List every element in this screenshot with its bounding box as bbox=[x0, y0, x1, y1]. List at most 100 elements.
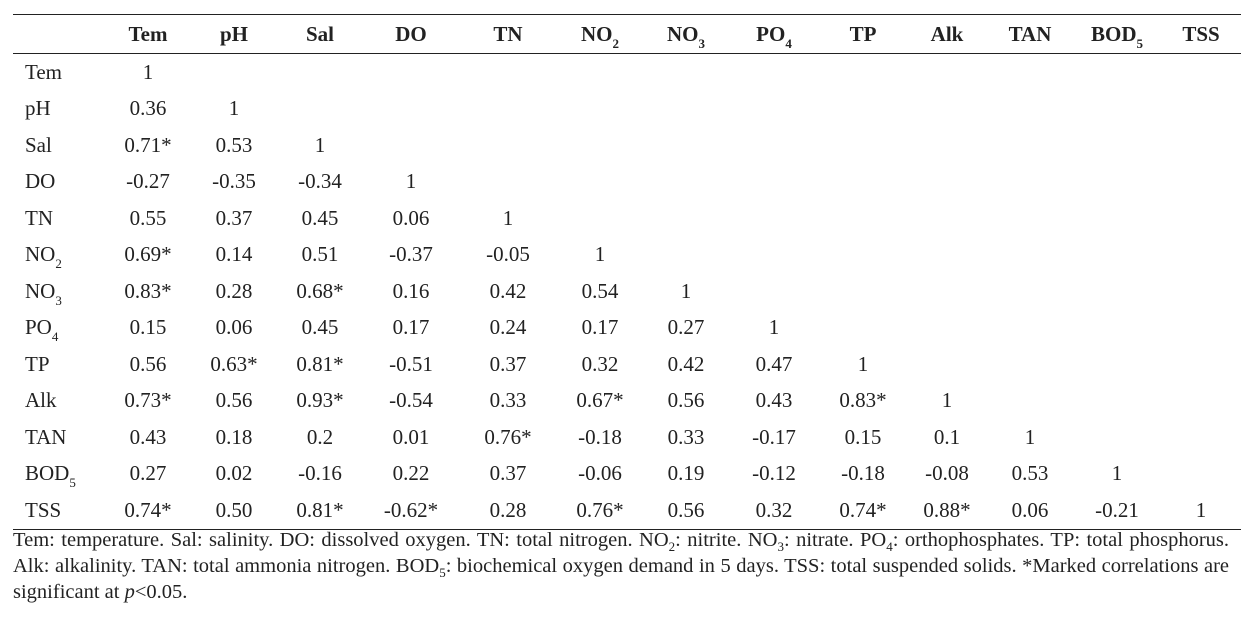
table-cell bbox=[1073, 91, 1161, 128]
footnote-text: : biochemical oxygen demand in 5 days. T… bbox=[13, 555, 1229, 603]
correlation-table: Tem pH Sal DO TN NO2 NO3 PO4 TP Alk TAN BOD5 TSS Tem… bbox=[13, 14, 1241, 530]
table-cell: 0.63* bbox=[210, 351, 258, 376]
table-cell bbox=[1161, 200, 1241, 237]
row-label-text: TAN bbox=[25, 424, 67, 449]
table-cell: 1 bbox=[941, 388, 953, 413]
table-cell: 0.02 bbox=[215, 461, 253, 486]
table-cell: 0.51 bbox=[301, 242, 339, 267]
table-cell bbox=[1161, 273, 1241, 310]
table-cell: 0.37 bbox=[215, 205, 253, 230]
table-cell: 0.53 bbox=[215, 132, 253, 157]
table-cell bbox=[1161, 237, 1241, 274]
table-body: Tem 1 pH 0.36 1 Sal 0.71* 0.53 1 DO -0.27 -0.35 -0.3… bbox=[13, 54, 1241, 529]
row-label-text: PO bbox=[25, 315, 52, 340]
column-header-label: TSS bbox=[1182, 21, 1220, 46]
table-cell bbox=[459, 54, 557, 91]
table-cell: 0.27 bbox=[667, 315, 705, 340]
table-cell bbox=[643, 91, 729, 128]
table-cell: 0.88* bbox=[923, 497, 971, 522]
table-cell: 0.28 bbox=[215, 278, 253, 303]
table-cell: 0.56 bbox=[667, 388, 705, 413]
table-cell bbox=[459, 127, 557, 164]
row-label: TN bbox=[13, 200, 105, 237]
table-cell bbox=[643, 54, 729, 91]
table-cell bbox=[459, 164, 557, 201]
table-cell: 1 bbox=[768, 315, 780, 340]
row-label-subscript: 4 bbox=[51, 329, 59, 345]
table-cell: -0.06 bbox=[578, 461, 622, 486]
table-cell bbox=[1073, 127, 1161, 164]
table-cell: -0.16 bbox=[298, 461, 342, 486]
table-cell: -0.17 bbox=[752, 424, 796, 449]
table-cell: 0.42 bbox=[489, 278, 527, 303]
table-cell bbox=[819, 91, 907, 128]
row-label-subscript: 3 bbox=[55, 292, 62, 308]
row-label: Alk bbox=[13, 383, 105, 420]
table-cell bbox=[987, 91, 1073, 128]
table-cell: 0.50 bbox=[215, 497, 253, 522]
footnote-italic-p: p bbox=[124, 581, 135, 603]
table-row: NO3 0.83* 0.28 0.68* 0.16 0.42 0.54 1 bbox=[13, 273, 1241, 310]
table-cell: 0.17 bbox=[392, 315, 430, 340]
footnote-text: Tem: temperature. Sal: salinity. DO: dis… bbox=[13, 529, 669, 551]
column-header-label: TN bbox=[493, 21, 523, 46]
table-cell: 0.69* bbox=[124, 242, 172, 267]
table-cell bbox=[987, 127, 1073, 164]
footnote-subscript: 4 bbox=[886, 539, 893, 555]
row-label-text: TSS bbox=[25, 497, 62, 522]
column-header-label: Alk bbox=[930, 21, 964, 46]
row-label: PO4 bbox=[13, 310, 105, 347]
column-header-label: Sal bbox=[305, 21, 334, 46]
column-header-label: pH bbox=[219, 21, 248, 46]
table-cell: 1 bbox=[502, 205, 514, 230]
column-header-subscript: 5 bbox=[1136, 35, 1144, 51]
table-cell: 0.74* bbox=[124, 497, 172, 522]
footnote-subscript: 3 bbox=[777, 539, 784, 555]
header-corner-cell bbox=[13, 15, 105, 54]
table-cell: -0.34 bbox=[298, 169, 342, 194]
table-cell bbox=[1161, 91, 1241, 128]
table-cell bbox=[277, 91, 363, 128]
table-cell: 0.81* bbox=[296, 351, 344, 376]
row-label: BOD5 bbox=[13, 456, 105, 493]
table-cell: 0.83* bbox=[839, 388, 887, 413]
table-cell: 0.71* bbox=[124, 132, 172, 157]
table-cell bbox=[1161, 456, 1241, 493]
table-cell: -0.08 bbox=[925, 461, 969, 486]
row-label: DO bbox=[13, 164, 105, 201]
column-header-label: TP bbox=[849, 21, 877, 46]
table-cell: 0.2 bbox=[306, 424, 334, 449]
table-cell: 0.56 bbox=[667, 497, 705, 522]
table-cell: 0.36 bbox=[129, 96, 167, 121]
column-header: Sal bbox=[277, 15, 363, 54]
table-cell: 0.68* bbox=[296, 278, 344, 303]
column-header: NO3 bbox=[643, 15, 729, 54]
table-cell bbox=[729, 273, 819, 310]
table-cell: 0.19 bbox=[667, 461, 705, 486]
table-cell: 1 bbox=[1195, 497, 1207, 522]
table-cell: 0.81* bbox=[296, 497, 344, 522]
table-cell: 0.37 bbox=[489, 461, 527, 486]
table-cell bbox=[907, 346, 987, 383]
table-cell bbox=[557, 91, 643, 128]
table-cell: 0.18 bbox=[215, 424, 253, 449]
row-label-text: pH bbox=[25, 96, 51, 121]
row-label-text: Tem bbox=[25, 59, 63, 84]
table-cell: 0.45 bbox=[301, 205, 339, 230]
table-cell: 0.15 bbox=[844, 424, 882, 449]
column-header-label: BOD bbox=[1090, 21, 1137, 46]
table-cell: 0.28 bbox=[489, 497, 527, 522]
table-cell bbox=[1073, 310, 1161, 347]
header-row: Tem pH Sal DO TN NO2 NO3 PO4 TP Alk TAN BOD5 TSS bbox=[13, 14, 1241, 54]
table-cell: 0.33 bbox=[667, 424, 705, 449]
table-cell: 0.32 bbox=[581, 351, 619, 376]
table-cell bbox=[729, 237, 819, 274]
column-header: PO4 bbox=[729, 15, 819, 54]
footnote-text: : nitrate. PO bbox=[783, 529, 887, 551]
table-cell bbox=[1161, 54, 1241, 91]
table-cell bbox=[1073, 237, 1161, 274]
table-cell: -0.12 bbox=[752, 461, 796, 486]
table-cell bbox=[557, 127, 643, 164]
table-cell: 0.83* bbox=[124, 278, 172, 303]
table-cell: 1 bbox=[142, 59, 154, 84]
